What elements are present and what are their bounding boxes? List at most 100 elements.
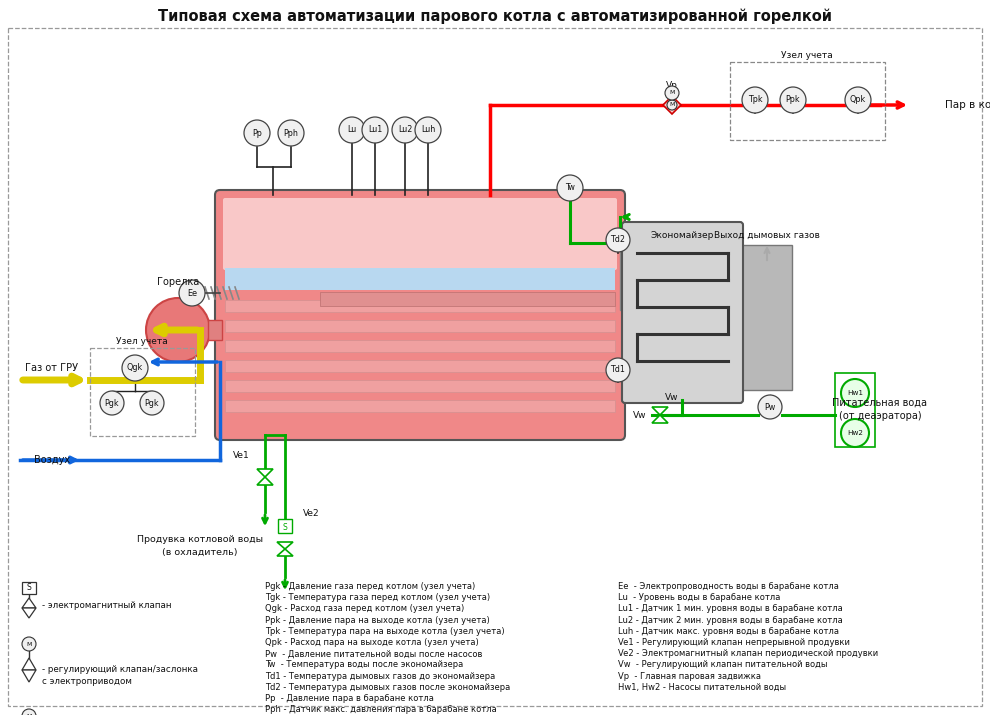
Circle shape: [140, 391, 164, 415]
Circle shape: [606, 228, 630, 252]
Text: Lu2 - Датчик 2 мин. уровня воды в барабане котла: Lu2 - Датчик 2 мин. уровня воды в бараба…: [618, 616, 842, 625]
Text: Td2 - Температура дымовых газов после экономайзера: Td2 - Температура дымовых газов после эк…: [265, 683, 510, 692]
Text: Tpk: Tpk: [747, 96, 762, 104]
Text: Tw  - Температура воды после экономайзера: Tw - Температура воды после экономайзера: [265, 661, 463, 669]
Text: Pp  - Давление пара в барабане котла: Pp - Давление пара в барабане котла: [265, 694, 434, 703]
Text: Qgk: Qgk: [127, 363, 144, 373]
Text: Газ от ГРУ: Газ от ГРУ: [26, 363, 78, 373]
FancyBboxPatch shape: [223, 198, 617, 270]
Text: Узел учета: Узел учета: [781, 51, 833, 61]
Circle shape: [22, 709, 36, 715]
Text: Продувка котловой воды: Продувка котловой воды: [137, 536, 263, 545]
Circle shape: [392, 117, 418, 143]
Polygon shape: [663, 96, 681, 114]
Circle shape: [665, 86, 679, 100]
Bar: [320, 292, 615, 306]
Circle shape: [278, 120, 304, 146]
Text: Узел учета: Узел учета: [116, 337, 168, 345]
Polygon shape: [22, 608, 36, 618]
Circle shape: [841, 419, 869, 447]
Bar: [742, 245, 792, 390]
Text: Lu1 - Датчик 1 мин. уровня воды в барабане котла: Lu1 - Датчик 1 мин. уровня воды в бараба…: [618, 604, 842, 613]
Text: Горелка: Горелка: [156, 277, 199, 287]
Bar: [225, 340, 615, 352]
Text: Qpk - Расход пара на выходе котла (узел учета): Qpk - Расход пара на выходе котла (узел …: [265, 638, 479, 647]
Text: Lu1: Lu1: [368, 126, 382, 134]
Text: Tw: Tw: [565, 184, 575, 192]
Text: Qpk: Qpk: [849, 96, 866, 104]
Text: Luh - Датчик макс. уровня воды в барабане котла: Luh - Датчик макс. уровня воды в барабан…: [618, 627, 839, 636]
Text: Tpk - Температура пара на выходе котла (узел учета): Tpk - Температура пара на выходе котла (…: [265, 627, 505, 636]
Text: Pw  - Давление питательной воды после насосов: Pw - Давление питательной воды после нас…: [265, 649, 482, 659]
Text: Vp: Vp: [666, 81, 678, 89]
Circle shape: [362, 117, 388, 143]
Text: M: M: [669, 102, 675, 107]
Bar: [620, 250, 625, 310]
Text: S: S: [27, 583, 32, 593]
Circle shape: [244, 120, 270, 146]
Bar: [225, 360, 615, 372]
Circle shape: [122, 355, 148, 381]
Text: Экономайзер: Экономайзер: [650, 230, 714, 240]
Polygon shape: [22, 670, 36, 682]
Text: Ve2: Ve2: [303, 508, 320, 518]
Text: M: M: [27, 714, 32, 715]
Bar: [90, 348, 195, 436]
Circle shape: [845, 87, 871, 113]
Polygon shape: [652, 407, 668, 415]
Circle shape: [557, 175, 583, 201]
Text: Td1 - Температура дымовых газов до экономайзера: Td1 - Температура дымовых газов до эконо…: [265, 671, 495, 681]
Circle shape: [780, 87, 806, 113]
Text: Lu  - Уровень воды в барабане котла: Lu - Уровень воды в барабане котла: [618, 593, 780, 602]
Text: Ve2 - Электромагнитный клапан периодической продувки: Ve2 - Электромагнитный клапан периодичес…: [618, 649, 878, 659]
Text: S: S: [282, 523, 287, 531]
Bar: [22, 582, 36, 594]
Text: Vw: Vw: [633, 410, 646, 420]
Polygon shape: [277, 542, 293, 549]
Bar: [225, 400, 615, 412]
Text: (от деаэратора): (от деаэратора): [839, 411, 922, 421]
Text: Lu: Lu: [347, 126, 356, 134]
FancyBboxPatch shape: [622, 222, 743, 403]
Text: (в охладитель): (в охладитель): [162, 548, 238, 556]
FancyBboxPatch shape: [215, 190, 625, 440]
Text: Lu2: Lu2: [398, 126, 412, 134]
Circle shape: [415, 117, 441, 143]
Text: M: M: [27, 641, 32, 646]
Text: Pgk: Pgk: [145, 398, 159, 408]
Bar: [225, 268, 615, 290]
Text: Vp  - Главная паровая задвижка: Vp - Главная паровая задвижка: [618, 671, 761, 681]
Text: Ppk: Ppk: [786, 96, 800, 104]
Bar: [208, 320, 222, 340]
Text: Пар в коллектор: Пар в коллектор: [945, 100, 990, 110]
Bar: [225, 320, 615, 332]
Polygon shape: [22, 658, 36, 670]
Text: Hw2: Hw2: [847, 430, 863, 436]
Text: Ee  - Электропроводность воды в барабане котла: Ee - Электропроводность воды в барабане …: [618, 582, 839, 591]
Text: Pgk: Pgk: [105, 398, 120, 408]
Circle shape: [667, 100, 677, 110]
Text: Hw1: Hw1: [847, 390, 863, 396]
Text: Питательная вода: Питательная вода: [833, 398, 928, 408]
Text: Hw1, Hw2 - Насосы питательной воды: Hw1, Hw2 - Насосы питательной воды: [618, 683, 786, 692]
Text: Pp: Pp: [252, 129, 262, 137]
Text: Tgk - Температура газа перед котлом (узел учета): Tgk - Температура газа перед котлом (узе…: [265, 593, 490, 602]
Polygon shape: [652, 415, 668, 423]
Text: Типовая схема автоматизации парового котла с автоматизированной горелкой: Типовая схема автоматизации парового кот…: [158, 9, 832, 24]
Circle shape: [22, 637, 36, 651]
Text: Td1: Td1: [611, 365, 626, 375]
Text: Ppk - Давление пара на выходе котла (узел учета): Ppk - Давление пара на выходе котла (узе…: [265, 616, 490, 625]
Circle shape: [100, 391, 124, 415]
Text: Ee: Ee: [187, 288, 197, 297]
Text: Pph: Pph: [283, 129, 298, 137]
Text: M: M: [669, 91, 675, 96]
Bar: [225, 300, 615, 312]
Bar: [835, 373, 875, 447]
Text: Vw: Vw: [665, 393, 678, 402]
Text: - регулирующий клапан/заслонка: - регулирующий клапан/заслонка: [42, 664, 198, 674]
Text: Ve1 - Регулирующий клапан непрерывной продувки: Ve1 - Регулирующий клапан непрерывной пр…: [618, 638, 849, 647]
Polygon shape: [22, 598, 36, 608]
Text: Qgk - Расход газа перед котлом (узел учета): Qgk - Расход газа перед котлом (узел уче…: [265, 604, 464, 613]
Bar: [278, 519, 292, 533]
Polygon shape: [257, 477, 273, 485]
